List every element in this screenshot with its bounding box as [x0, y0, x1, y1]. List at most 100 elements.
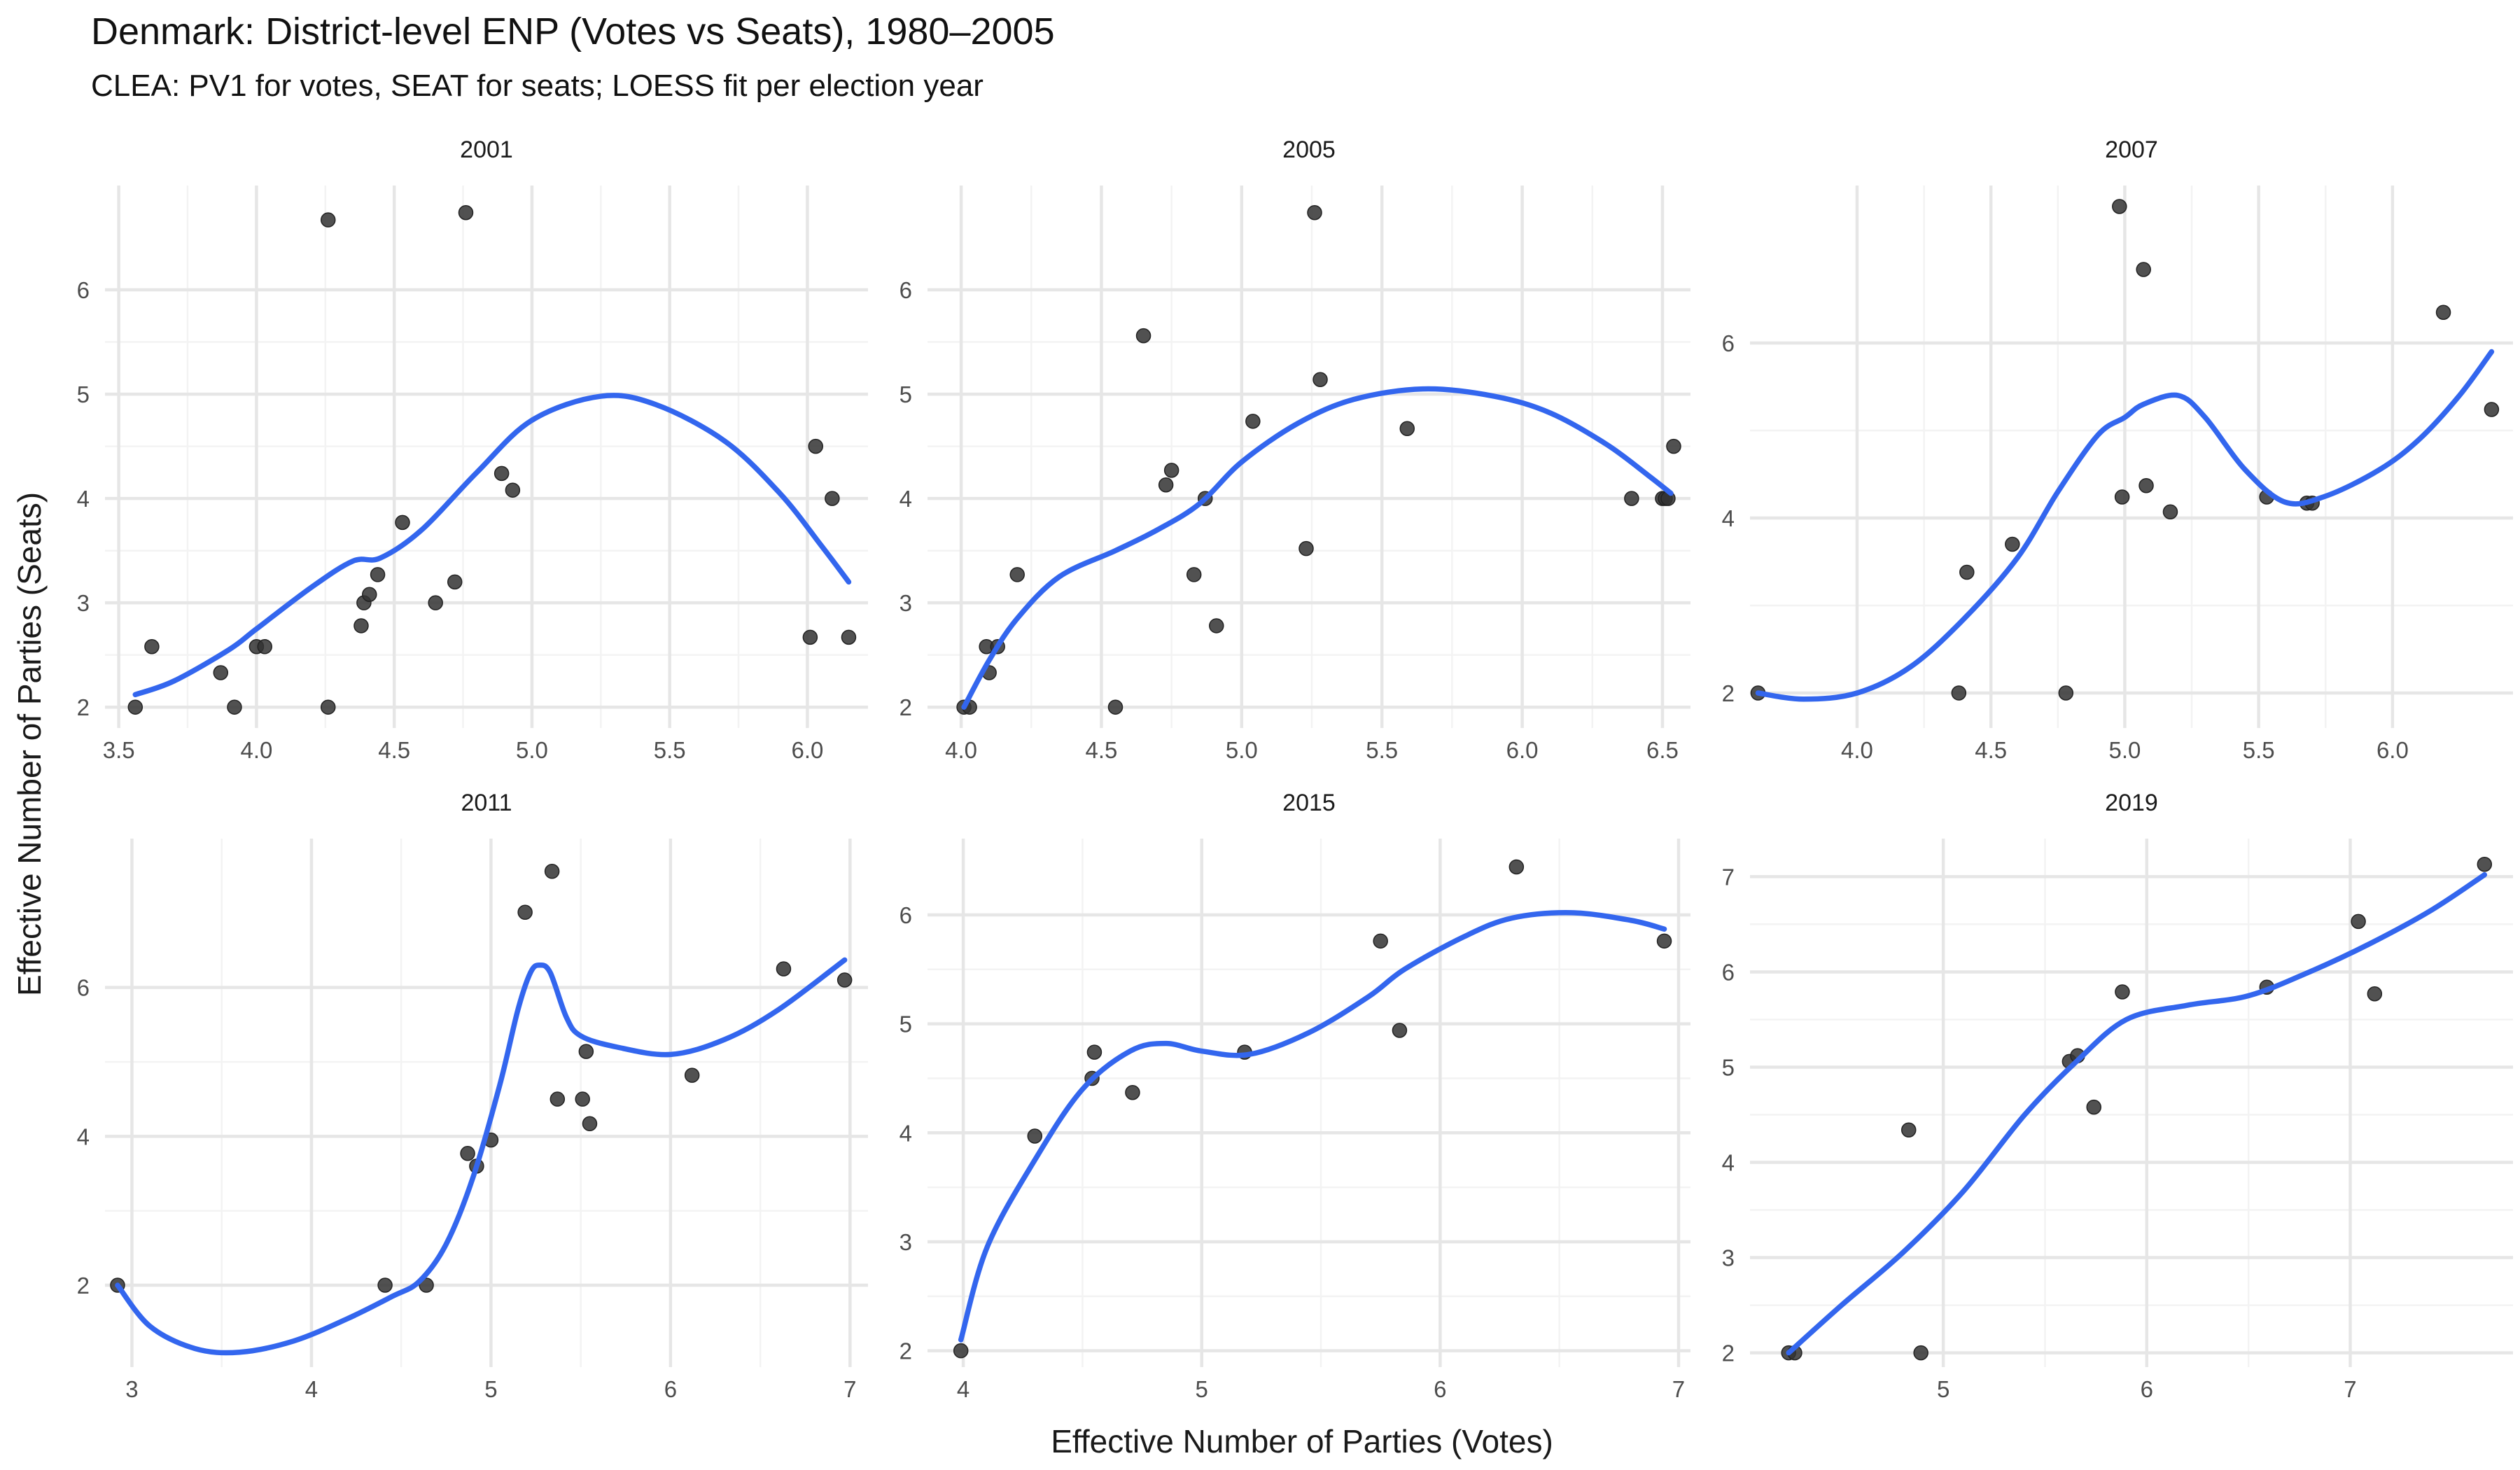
- y-tick-label: 4: [77, 486, 90, 512]
- y-axis-title: Effective Number of Parties (Seats): [11, 492, 48, 996]
- data-point: [2477, 856, 2493, 872]
- data-point: [776, 961, 792, 976]
- data-point: [841, 629, 857, 645]
- y-tick-label: 3: [1722, 1245, 1735, 1271]
- y-tick-label: 2: [899, 1338, 912, 1364]
- x-tick-label: 5.0: [516, 737, 548, 763]
- x-tick-label: 6.0: [1506, 737, 1539, 763]
- y-tick-label: 6: [77, 975, 90, 1001]
- x-tick-label: 6.5: [1646, 737, 1679, 763]
- data-point: [1666, 438, 1681, 454]
- y-tick-label: 6: [1722, 330, 1735, 356]
- data-point: [1624, 491, 1639, 506]
- data-point: [544, 864, 560, 879]
- loess-fit-line: [1786, 872, 2488, 1356]
- data-point: [1163, 463, 1180, 478]
- data-point: [458, 205, 474, 220]
- data-point: [836, 972, 853, 988]
- data-point: [1900, 1122, 1917, 1138]
- x-tick-label: 5: [484, 1376, 497, 1402]
- facet-title: 2019: [2105, 790, 2158, 816]
- loess-fit-line: [1755, 349, 2495, 702]
- x-tick-label: 3.5: [103, 737, 135, 763]
- x-tick-label: 5: [1937, 1376, 1949, 1402]
- x-tick-label: 6: [2141, 1376, 2153, 1402]
- data-point: [953, 1343, 969, 1359]
- data-point: [550, 1091, 566, 1107]
- data-point: [808, 438, 823, 454]
- data-point: [1298, 540, 1314, 556]
- loess-fit-line: [961, 386, 1674, 710]
- data-point: [575, 1091, 590, 1107]
- facet-title: 2005: [1282, 136, 1336, 163]
- data-point: [1125, 1084, 1140, 1100]
- x-tick-label: 5.0: [2109, 737, 2141, 763]
- data-point: [2114, 489, 2130, 505]
- x-tick-label: 4: [305, 1376, 318, 1402]
- data-point: [802, 629, 818, 645]
- y-tick-label: 3: [77, 590, 90, 616]
- y-tick-label: 6: [899, 277, 912, 303]
- data-point: [2484, 402, 2500, 417]
- data-point: [1913, 1345, 1928, 1361]
- data-point: [1209, 618, 1224, 634]
- data-point: [2351, 913, 2366, 930]
- facet-title: 2015: [1282, 790, 1336, 816]
- x-tick-label: 5.0: [1226, 737, 1258, 763]
- data-point: [1245, 414, 1261, 429]
- data-point: [257, 639, 272, 654]
- x-tick-label: 5.5: [654, 737, 686, 763]
- data-point: [493, 465, 510, 482]
- facet-panel-2019: 5 6 7 2 3 4 5 6 7 2019: [1722, 790, 2513, 1402]
- data-point: [362, 587, 377, 602]
- data-point: [419, 1278, 434, 1293]
- x-tick-label: 5: [1196, 1376, 1208, 1402]
- y-tick-label: 5: [1722, 1054, 1735, 1080]
- data-point: [320, 699, 336, 715]
- data-point: [213, 665, 229, 680]
- data-point: [505, 482, 521, 498]
- data-point: [1959, 564, 1975, 580]
- data-point: [825, 491, 840, 506]
- facet-title: 2011: [461, 790, 512, 816]
- y-tick-label: 4: [1722, 505, 1735, 531]
- data-point: [2112, 199, 2127, 214]
- data-point: [2136, 262, 2151, 277]
- data-point: [578, 1044, 594, 1059]
- y-tick-label: 2: [899, 694, 912, 720]
- x-tick-label: 4.5: [1975, 737, 2007, 763]
- x-tick-label: 4.0: [1841, 737, 1873, 763]
- facet-title: 2007: [2105, 136, 2158, 163]
- x-tick-label: 5.5: [2243, 737, 2275, 763]
- data-point: [1009, 567, 1025, 582]
- data-point: [227, 699, 242, 715]
- y-tick-label: 5: [899, 382, 912, 407]
- data-point: [2115, 984, 2130, 1000]
- data-point: [395, 514, 410, 531]
- facet-panel-2005: 4.0 4.5 5.0 5.5 6.0 6.5 2 3 4 5 6 2005: [899, 136, 1690, 763]
- data-point: [1312, 372, 1328, 387]
- data-point: [370, 567, 386, 582]
- y-tick-label: 4: [899, 486, 912, 512]
- y-tick-label: 2: [77, 1273, 90, 1298]
- data-point: [2138, 478, 2154, 493]
- data-point: [1186, 567, 1202, 582]
- data-point: [320, 212, 336, 227]
- x-tick-label: 7: [844, 1376, 856, 1402]
- data-point: [127, 699, 144, 715]
- data-point: [144, 639, 160, 654]
- data-point: [517, 904, 533, 920]
- data-point: [354, 618, 369, 634]
- y-tick-label: 6: [77, 277, 90, 303]
- x-tick-label: 4: [957, 1376, 969, 1402]
- x-tick-label: 6: [664, 1376, 677, 1402]
- y-tick-label: 2: [1722, 680, 1735, 706]
- data-point: [447, 574, 463, 590]
- data-point: [2058, 685, 2074, 701]
- y-tick-label: 6: [899, 902, 912, 928]
- x-tick-label: 6.0: [2376, 737, 2409, 763]
- x-tick-label: 4.5: [378, 737, 410, 763]
- data-point: [1086, 1044, 1102, 1060]
- x-axis-title: Effective Number of Parties (Votes): [1051, 1423, 1553, 1460]
